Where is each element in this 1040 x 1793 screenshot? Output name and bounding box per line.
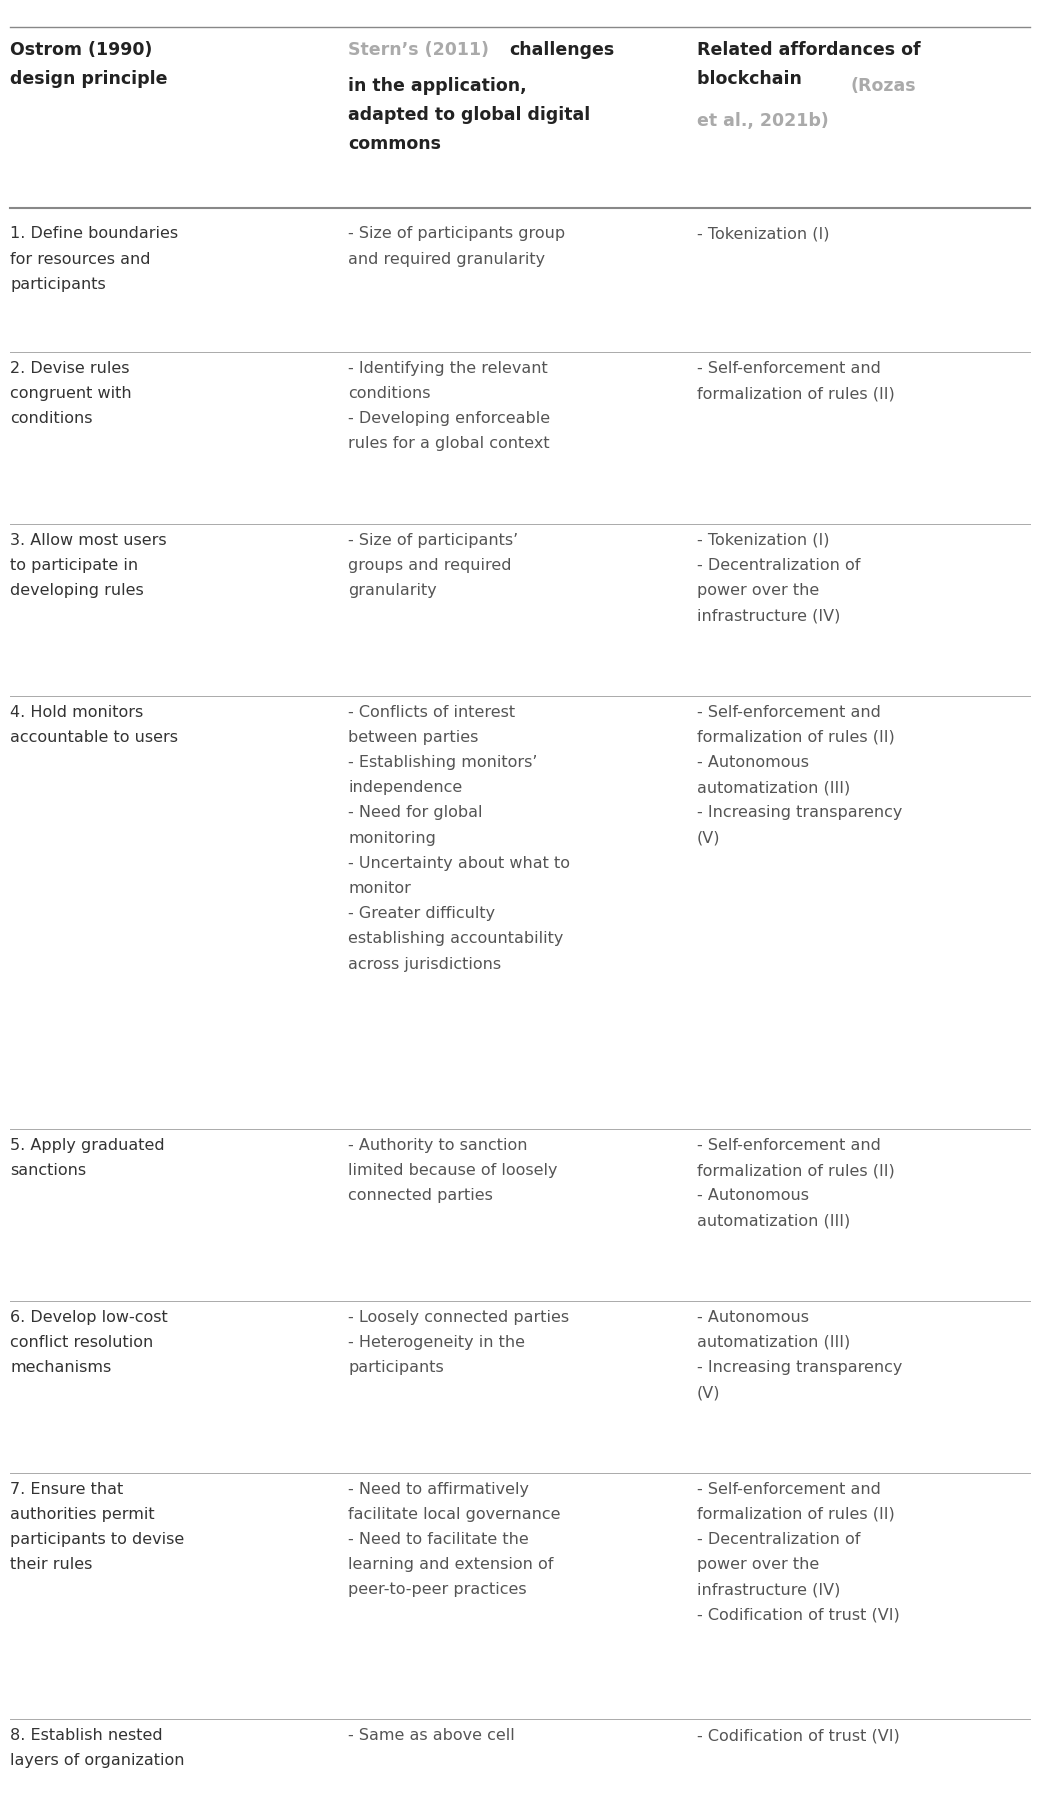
Text: - Codification of trust (VI): - Codification of trust (VI) bbox=[697, 1728, 900, 1743]
Text: - Self-enforcement and
formalization of rules (II)
- Autonomous
automatization (: - Self-enforcement and formalization of … bbox=[697, 705, 902, 846]
Text: Related affordances of
blockchain: Related affordances of blockchain bbox=[697, 41, 920, 88]
Text: - Self-enforcement and
formalization of rules (II)
- Decentralization of
power o: - Self-enforcement and formalization of … bbox=[697, 1481, 900, 1623]
Text: challenges: challenges bbox=[510, 41, 615, 59]
Text: Stern’s (2011): Stern’s (2011) bbox=[348, 41, 495, 59]
Text: - Autonomous
automatization (III)
- Increasing transparency
(V): - Autonomous automatization (III) - Incr… bbox=[697, 1309, 902, 1400]
Text: et al., 2021b): et al., 2021b) bbox=[697, 113, 829, 131]
Text: - Tokenization (I): - Tokenization (I) bbox=[697, 226, 829, 242]
Text: - Self-enforcement and
formalization of rules (II): - Self-enforcement and formalization of … bbox=[697, 360, 894, 402]
Text: - Size of participants group
and required granularity: - Size of participants group and require… bbox=[348, 226, 566, 267]
Text: - Loosely connected parties
- Heterogeneity in the
participants: - Loosely connected parties - Heterogene… bbox=[348, 1309, 570, 1375]
Text: 5. Apply graduated
sanctions: 5. Apply graduated sanctions bbox=[10, 1139, 165, 1178]
Text: - Size of participants’
groups and required
granularity: - Size of participants’ groups and requi… bbox=[348, 533, 519, 599]
Text: - Authority to sanction
limited because of loosely
connected parties: - Authority to sanction limited because … bbox=[348, 1139, 557, 1203]
Text: - Need to affirmatively
facilitate local governance
- Need to facilitate the
lea: - Need to affirmatively facilitate local… bbox=[348, 1481, 561, 1598]
Text: 4. Hold monitors
accountable to users: 4. Hold monitors accountable to users bbox=[10, 705, 179, 744]
Text: - Conflicts of interest
between parties
- Establishing monitors’
independence
- : - Conflicts of interest between parties … bbox=[348, 705, 570, 972]
Text: 7. Ensure that
authorities permit
participants to devise
their rules: 7. Ensure that authorities permit partic… bbox=[10, 1481, 185, 1572]
Text: 6. Develop low-cost
conflict resolution
mechanisms: 6. Develop low-cost conflict resolution … bbox=[10, 1309, 168, 1375]
Text: - Self-enforcement and
formalization of rules (II)
- Autonomous
automatization (: - Self-enforcement and formalization of … bbox=[697, 1139, 894, 1228]
Text: 1. Define boundaries
for resources and
participants: 1. Define boundaries for resources and p… bbox=[10, 226, 179, 292]
Text: 2. Devise rules
congruent with
conditions: 2. Devise rules congruent with condition… bbox=[10, 360, 132, 427]
Text: 3. Allow most users
to participate in
developing rules: 3. Allow most users to participate in de… bbox=[10, 533, 167, 599]
Text: - Tokenization (I)
- Decentralization of
power over the
infrastructure (IV): - Tokenization (I) - Decentralization of… bbox=[697, 533, 860, 624]
Text: (Rozas: (Rozas bbox=[851, 77, 916, 95]
Text: in the application,
adapted to global digital
commons: in the application, adapted to global di… bbox=[348, 77, 591, 152]
Text: - Same as above cell: - Same as above cell bbox=[348, 1728, 515, 1743]
Text: 8. Establish nested
layers of organization: 8. Establish nested layers of organizati… bbox=[10, 1728, 185, 1768]
Text: Ostrom (1990)
design principle: Ostrom (1990) design principle bbox=[10, 41, 167, 88]
Text: - Identifying the relevant
conditions
- Developing enforceable
rules for a globa: - Identifying the relevant conditions - … bbox=[348, 360, 550, 452]
